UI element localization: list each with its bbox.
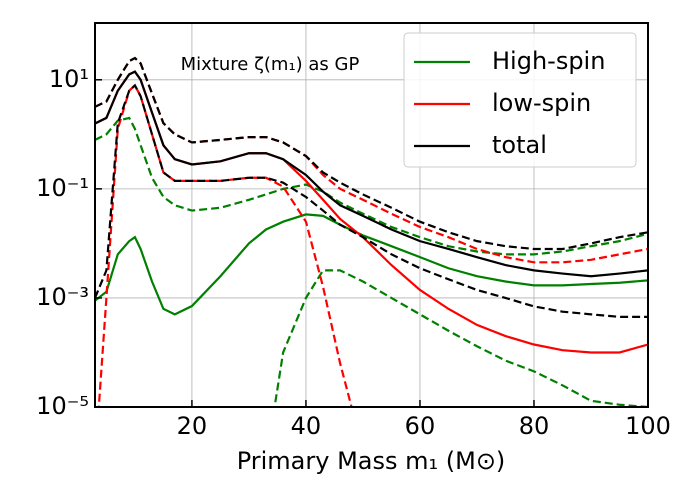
bound-line <box>95 116 648 256</box>
x-axis-label: Primary Mass m₁ (M⊙) <box>237 447 506 475</box>
annotation: Mixture ζ(m₁) as GP <box>181 54 360 75</box>
legend-label: low-spin <box>492 89 591 117</box>
bound-line <box>95 56 648 251</box>
lines <box>95 56 648 407</box>
legend-label: total <box>492 131 547 159</box>
frame <box>94 22 649 408</box>
bound-line <box>95 83 648 318</box>
bound-line <box>273 269 648 407</box>
ticks: 20 40 60 80 100 10¹ 10⁻¹ 10⁻³ 10⁻⁵ <box>36 65 671 440</box>
x-tick-label: 20 <box>177 412 208 440</box>
y-tick-label: 10⁻³ <box>36 283 89 311</box>
series-line <box>95 213 648 316</box>
legend: High-spin low-spin total <box>403 32 637 168</box>
legend-box <box>403 32 637 168</box>
x-tick-label: 80 <box>519 412 550 440</box>
y-tick-label: 10⁻¹ <box>36 174 89 202</box>
x-tick-label: 100 <box>625 412 671 440</box>
x-tick-label: 60 <box>405 412 436 440</box>
y-tick-label: 10⁻⁵ <box>36 392 89 420</box>
y-tick-label: 10¹ <box>49 65 89 93</box>
x-tick-label: 40 <box>291 412 322 440</box>
legend-label: High-spin <box>492 47 605 75</box>
series-line <box>95 70 648 278</box>
